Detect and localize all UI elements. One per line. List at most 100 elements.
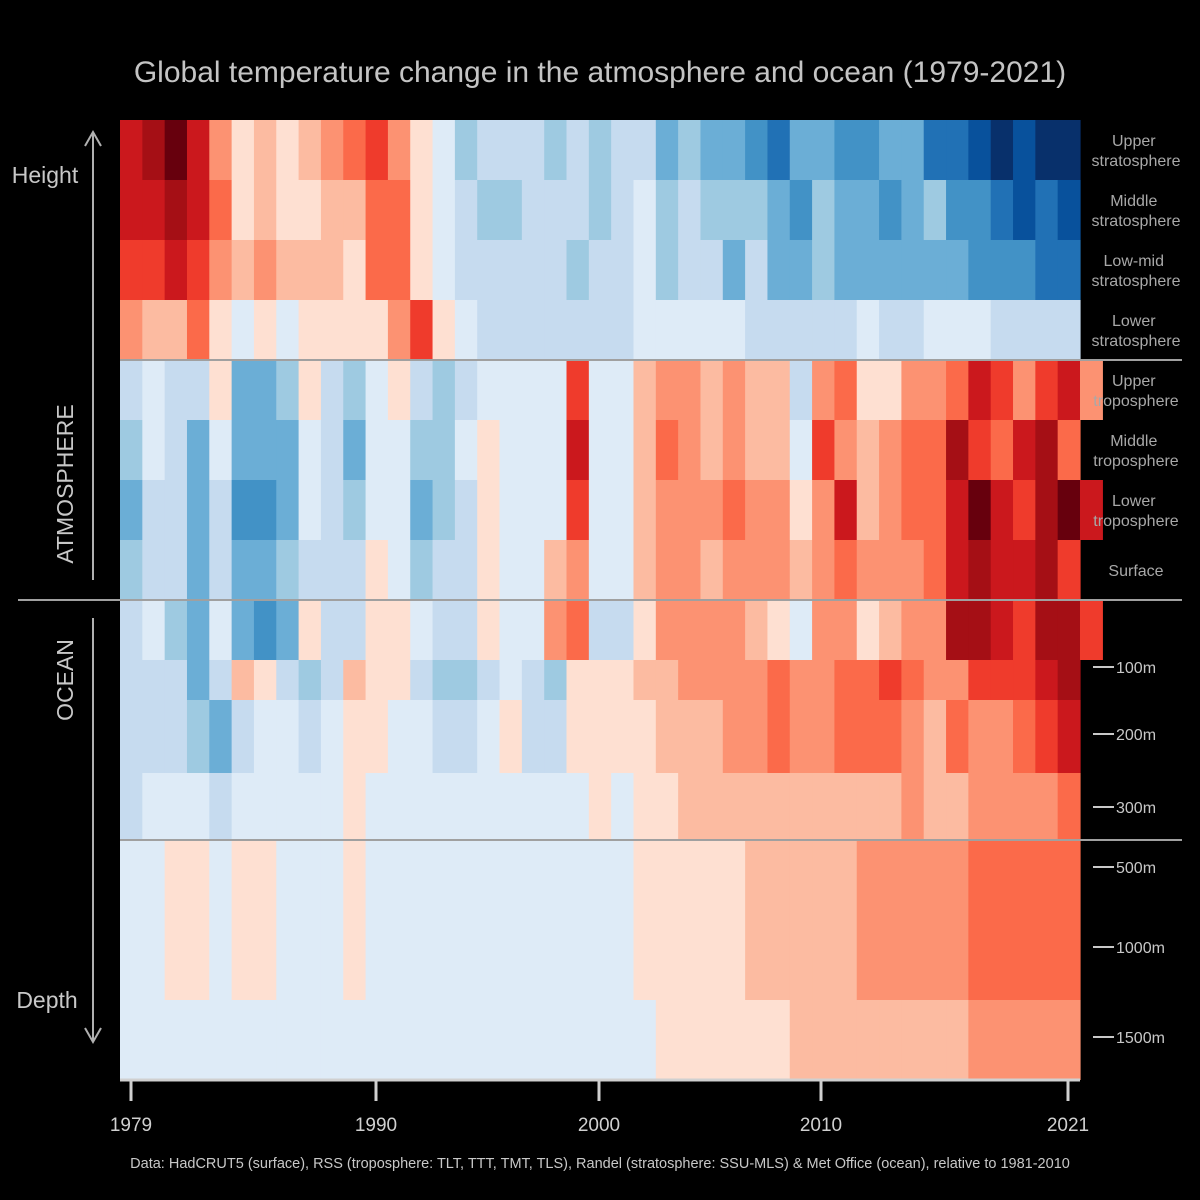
heatmap-cell xyxy=(276,420,300,480)
heatmap-cell xyxy=(120,480,143,540)
heatmap-cell xyxy=(946,600,969,660)
heatmap-cell xyxy=(209,300,233,360)
heatmap-cell xyxy=(231,300,255,360)
heatmap-cell xyxy=(1057,120,1081,180)
heatmap-cell xyxy=(990,660,1014,700)
heatmap-cell xyxy=(678,480,702,540)
ocean-section-label: OCEAN xyxy=(52,639,78,721)
heatmap-cell xyxy=(454,240,478,300)
heatmap-cell xyxy=(990,773,1014,840)
heatmap-cell xyxy=(365,480,389,540)
heatmap-cell xyxy=(856,420,880,480)
heatmap-cell xyxy=(1057,773,1081,840)
heatmap-cell xyxy=(633,773,657,840)
heatmap-cell xyxy=(946,120,969,180)
heatmap-cell xyxy=(432,1000,456,1080)
heatmap-cell xyxy=(410,700,434,773)
heatmap-cell xyxy=(186,660,210,700)
heatmap-cell xyxy=(231,600,255,660)
heatmap-cell xyxy=(834,300,858,360)
row-label-middle-stratosphere: Middle stratosphere xyxy=(1092,193,1181,230)
heatmap-cell xyxy=(231,420,255,480)
heatmap-cell xyxy=(120,700,143,773)
heatmap-cell xyxy=(812,480,836,540)
heatmap-cell xyxy=(856,480,880,540)
heatmap-cell xyxy=(566,540,590,600)
heatmap-cell xyxy=(767,300,791,360)
heatmap-cell xyxy=(142,1000,166,1080)
heatmap-cell xyxy=(678,700,702,773)
heatmap-cell xyxy=(253,360,277,420)
heatmap-cell xyxy=(968,1000,992,1080)
heatmap-cell xyxy=(1013,420,1036,480)
heatmap-cell xyxy=(253,840,277,1000)
heatmap-cell xyxy=(477,660,501,700)
heatmap-cell xyxy=(186,300,210,360)
heatmap-cell xyxy=(164,600,188,660)
heatmap-cell xyxy=(588,700,612,773)
heatmap-cell xyxy=(298,600,322,660)
heatmap-cell xyxy=(879,420,902,480)
heatmap-cell xyxy=(253,120,277,180)
heatmap-cell xyxy=(767,773,791,840)
heatmap-cell xyxy=(1057,840,1081,1000)
heatmap-cell xyxy=(611,600,635,660)
heatmap-cell xyxy=(410,360,434,420)
heatmap-cell xyxy=(789,600,813,660)
heatmap-cell xyxy=(745,300,769,360)
heatmap-cell xyxy=(1013,540,1036,600)
heatmap-cell xyxy=(164,773,188,840)
heatmap-cell xyxy=(812,1000,836,1080)
heatmap-cell xyxy=(767,180,791,240)
heatmap-cell xyxy=(298,300,322,360)
heatmap-cell xyxy=(633,420,657,480)
heatmap-cell xyxy=(343,240,367,300)
heatmap-cell xyxy=(745,540,769,600)
heatmap-cell xyxy=(499,420,523,480)
heatmap-cell xyxy=(834,120,858,180)
heatmap-cell xyxy=(611,120,635,180)
heatmap-cell xyxy=(678,240,702,300)
heatmap-cell xyxy=(209,360,233,420)
heatmap-cell xyxy=(767,420,791,480)
heatmap-cell xyxy=(588,660,612,700)
heatmap-cell xyxy=(968,600,992,660)
heatmap-cell xyxy=(1035,700,1059,773)
heatmap-cell xyxy=(521,540,545,600)
heatmap-cell xyxy=(923,700,947,773)
heatmap-cell xyxy=(142,180,166,240)
heatmap-cell xyxy=(856,180,880,240)
heatmap-cell xyxy=(410,1000,434,1080)
heatmap-cell xyxy=(946,420,969,480)
x-tick-1990: 1990 xyxy=(355,1115,397,1136)
x-tick-1979: 1979 xyxy=(110,1115,152,1136)
heatmap-cell xyxy=(298,240,322,300)
heatmap-cell xyxy=(1057,540,1081,600)
heatmap-cell xyxy=(499,240,523,300)
heatmap-cell xyxy=(544,240,568,300)
heatmap-cell xyxy=(164,700,188,773)
heatmap-cell xyxy=(544,600,568,660)
heatmap-cell xyxy=(923,120,947,180)
heatmap-cell xyxy=(544,180,568,240)
heatmap-cell xyxy=(901,840,925,1000)
heatmap-cell xyxy=(477,360,501,420)
heatmap-cell xyxy=(946,360,969,420)
heatmap-cell xyxy=(276,120,300,180)
heatmap-cell xyxy=(1013,480,1036,540)
heatmap-cell xyxy=(767,840,791,1000)
heatmap-cell xyxy=(209,773,233,840)
heatmap-cell xyxy=(120,240,143,300)
heatmap-cell xyxy=(611,660,635,700)
heatmap-cell xyxy=(276,840,300,1000)
heatmap-cell xyxy=(1080,480,1103,540)
heatmap-cell xyxy=(499,540,523,600)
heatmap-cell xyxy=(521,120,545,180)
heatmap-cell xyxy=(968,660,992,700)
heatmap-cell xyxy=(834,660,858,700)
heatmap-cell xyxy=(745,773,769,840)
heatmap-cell xyxy=(879,773,902,840)
heatmap-cell xyxy=(745,840,769,1000)
heatmap-cell xyxy=(678,420,702,480)
heatmap-cell xyxy=(209,840,233,1000)
